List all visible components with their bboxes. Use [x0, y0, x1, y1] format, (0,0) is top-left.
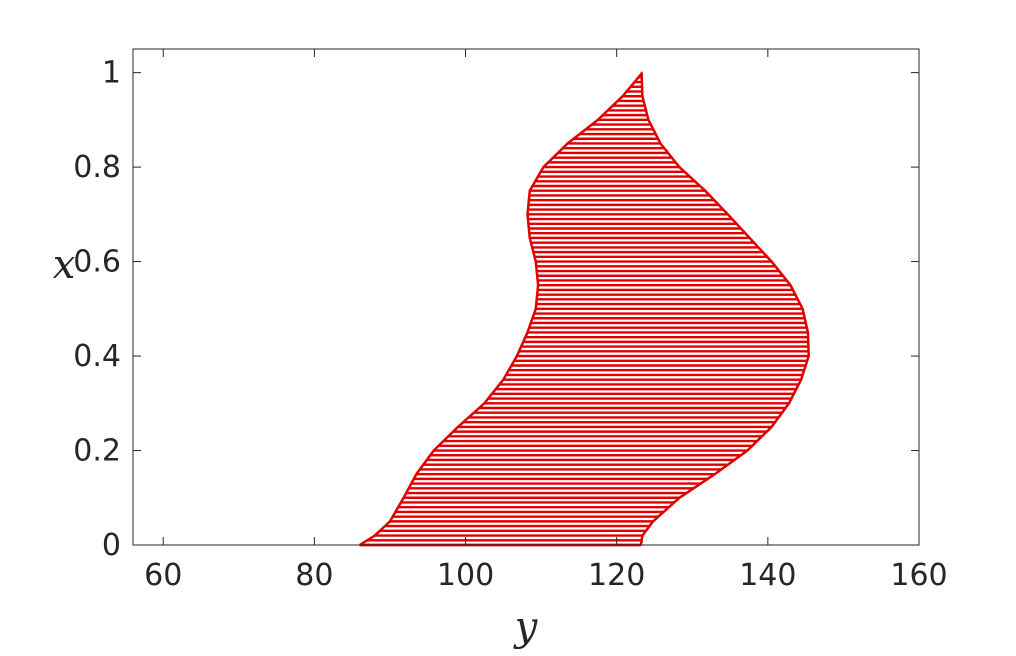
x-tick-label: 140	[739, 558, 796, 593]
left-boundary-line	[359, 71, 644, 547]
right-boundary-line	[639, 72, 810, 546]
y-tick-label: 0	[102, 528, 121, 563]
axis-ticks	[133, 49, 920, 546]
x-tick-label: 160	[890, 558, 947, 593]
x-tick-labels: 60 80 100 120 140 160	[144, 558, 947, 593]
y-tick-labels: 0 0.2 0.4 0.6 0.8 1	[73, 56, 121, 563]
plot-background	[133, 49, 919, 545]
hatched-region	[359, 71, 809, 547]
x-tick-label: 60	[144, 558, 182, 593]
x-tick-label: 120	[588, 558, 645, 593]
x-axis-label: y	[513, 604, 539, 650]
x-tick-label: 100	[437, 558, 494, 593]
x-tick-label: 80	[295, 558, 333, 593]
y-tick-label: 0.4	[73, 339, 121, 374]
plot-frame	[132, 48, 920, 546]
y-axis-label: x	[53, 242, 76, 288]
y-tick-label: 0.2	[73, 434, 121, 469]
y-tick-label: 0.8	[73, 150, 121, 185]
y-tick-label: 0.6	[73, 245, 121, 280]
y-tick-label: 1	[102, 56, 121, 91]
